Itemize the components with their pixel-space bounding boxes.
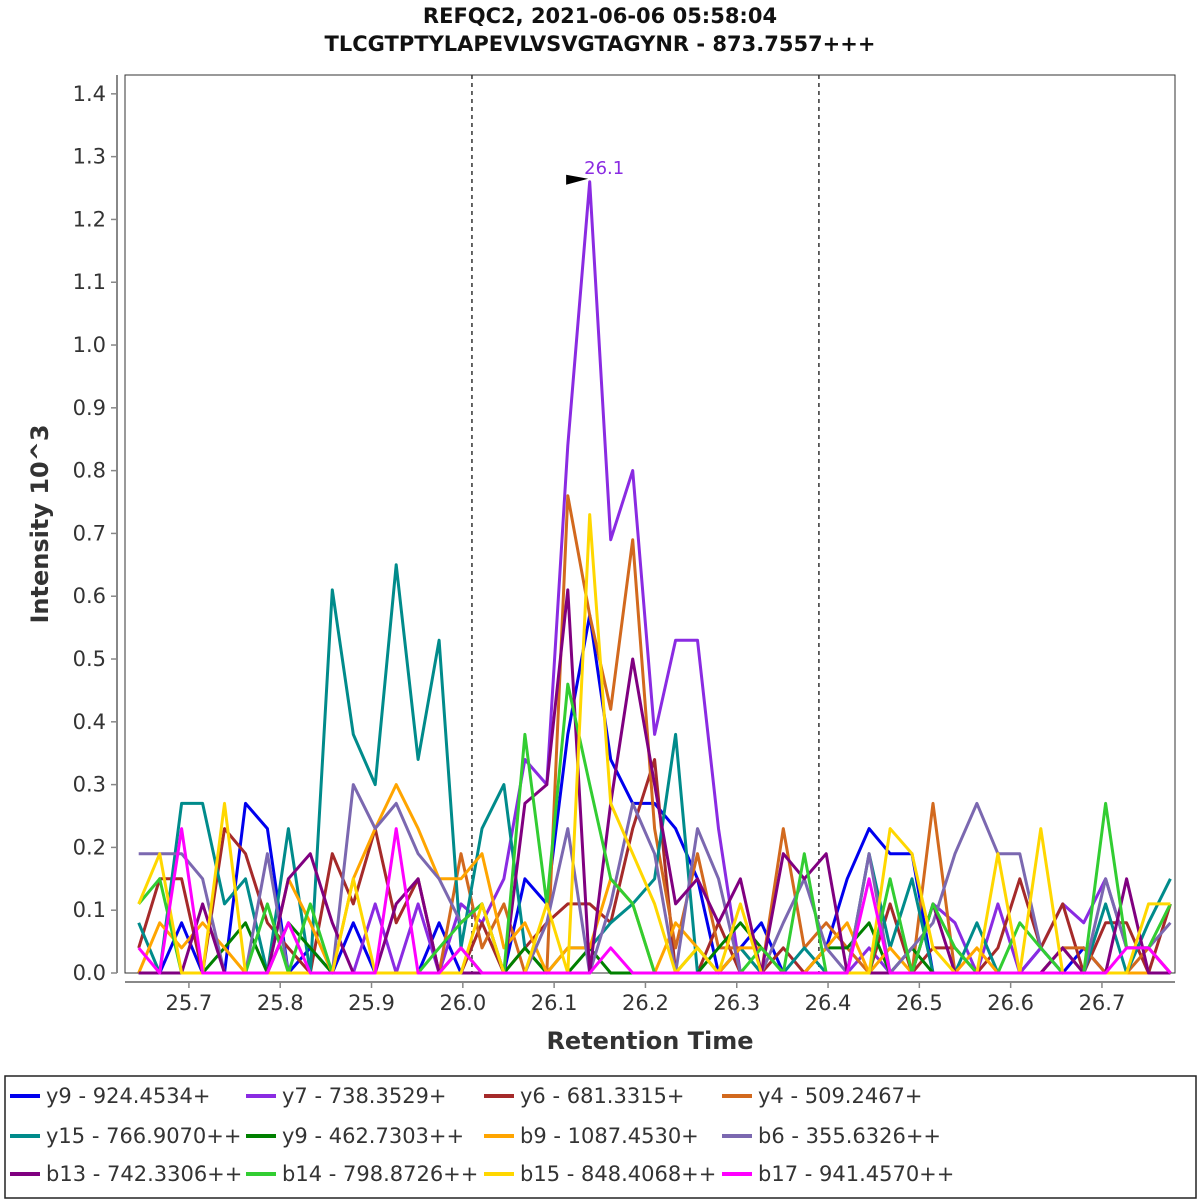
legend-entry: y9 - 924.4534+	[46, 1084, 211, 1108]
x-tick-label: 26.3	[713, 991, 760, 1015]
x-axis-ticks: 25.7 25.8 25.9 26.0 26.1 26.2 26.3 26.4 26.5 26.6…	[166, 982, 1126, 1015]
legend-entry: b17 - 941.4570++	[758, 1162, 954, 1186]
legend-entry: b9 - 1087.4530+	[520, 1124, 699, 1148]
legend-box	[4, 1075, 1197, 1199]
y-tick-label: 0.4	[73, 710, 106, 734]
legend: y9 - 924.4534+ y7 - 738.3529+ y6 - 681.331…	[10, 1084, 954, 1186]
plot-area	[124, 74, 1176, 974]
x-tick-label: 26.6	[987, 991, 1034, 1015]
peak-arrow-icon	[566, 174, 589, 185]
x-tick-label: 26.0	[439, 991, 486, 1015]
y-tick-label: 0.5	[73, 647, 106, 671]
chart-subtitle: TLCGTPTYLAPEVLVSVGTAGYNR - 873.7557+++	[325, 32, 876, 56]
y-tick-label: 0.9	[73, 396, 106, 420]
x-tick-label: 26.2	[622, 991, 669, 1015]
y-tick-label: 0.0	[73, 961, 106, 985]
x-tick-label: 26.7	[1079, 991, 1126, 1015]
x-tick-label: 26.4	[805, 991, 852, 1015]
y-tick-label: 0.2	[73, 835, 106, 859]
x-tick-label: 25.9	[348, 991, 395, 1015]
y-tick-label: 0.6	[73, 584, 106, 608]
y-tick-label: 0.7	[73, 521, 106, 545]
chart-title: REFQC2, 2021-06-06 05:58:04	[423, 4, 777, 28]
y-axis-ticks: 0.0 0.1 0.2 0.3 0.4 0.5 0.6 0.7 0.8 0.9 1.0 1.1 1.2 1…	[73, 82, 117, 985]
y-axis-title: Intensity 10^3	[26, 424, 54, 623]
legend-entry: y7 - 738.3529+	[282, 1084, 447, 1108]
y-tick-label: 1.1	[73, 270, 106, 294]
series-layer	[137, 180, 1172, 975]
legend-entry: b13 - 742.3306++	[46, 1162, 242, 1186]
series-line	[137, 827, 1172, 975]
legend-entry: y6 - 681.3315+	[520, 1084, 685, 1108]
peak-annotation: 26.1	[566, 158, 624, 185]
peak-label: 26.1	[584, 158, 624, 179]
y-tick-label: 0.1	[73, 898, 106, 922]
legend-entry: b6 - 355.6326++	[758, 1124, 941, 1148]
legend-entry: y9 - 462.7303++	[282, 1124, 464, 1148]
x-tick-label: 25.7	[166, 991, 213, 1015]
y-tick-label: 1.0	[73, 333, 106, 357]
legend-entry: b15 - 848.4068++	[520, 1162, 716, 1186]
y-tick-label: 0.8	[73, 459, 106, 483]
x-tick-label: 26.1	[531, 991, 578, 1015]
y-tick-label: 1.3	[73, 145, 106, 169]
legend-entry: b14 - 798.8726++	[282, 1162, 478, 1186]
x-tick-label: 26.5	[896, 991, 943, 1015]
y-tick-label: 1.4	[73, 82, 106, 106]
legend-entry: y15 - 766.9070++	[46, 1124, 241, 1148]
y-tick-label: 1.2	[73, 207, 106, 231]
x-tick-label: 25.8	[257, 991, 304, 1015]
x-axis-title: Retention Time	[546, 1027, 753, 1055]
y-tick-label: 0.3	[73, 773, 106, 797]
peak-boundaries	[471, 75, 820, 973]
legend-entry: y4 - 509.2467+	[758, 1084, 923, 1108]
